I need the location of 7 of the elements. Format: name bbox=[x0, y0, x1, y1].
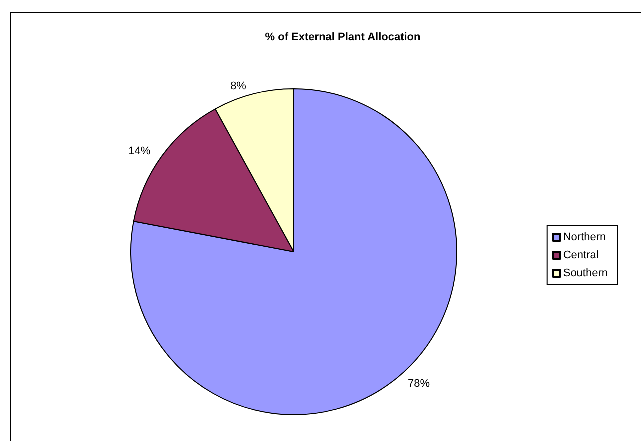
legend-label: Northern bbox=[563, 232, 606, 244]
legend-label: Central bbox=[563, 250, 599, 262]
chart-title: % of External Plant Allocation bbox=[265, 32, 422, 44]
data-label: 78% bbox=[408, 378, 430, 390]
legend-label: Southern bbox=[563, 268, 608, 280]
data-label: 8% bbox=[230, 80, 247, 92]
data-label: 14% bbox=[128, 145, 151, 158]
